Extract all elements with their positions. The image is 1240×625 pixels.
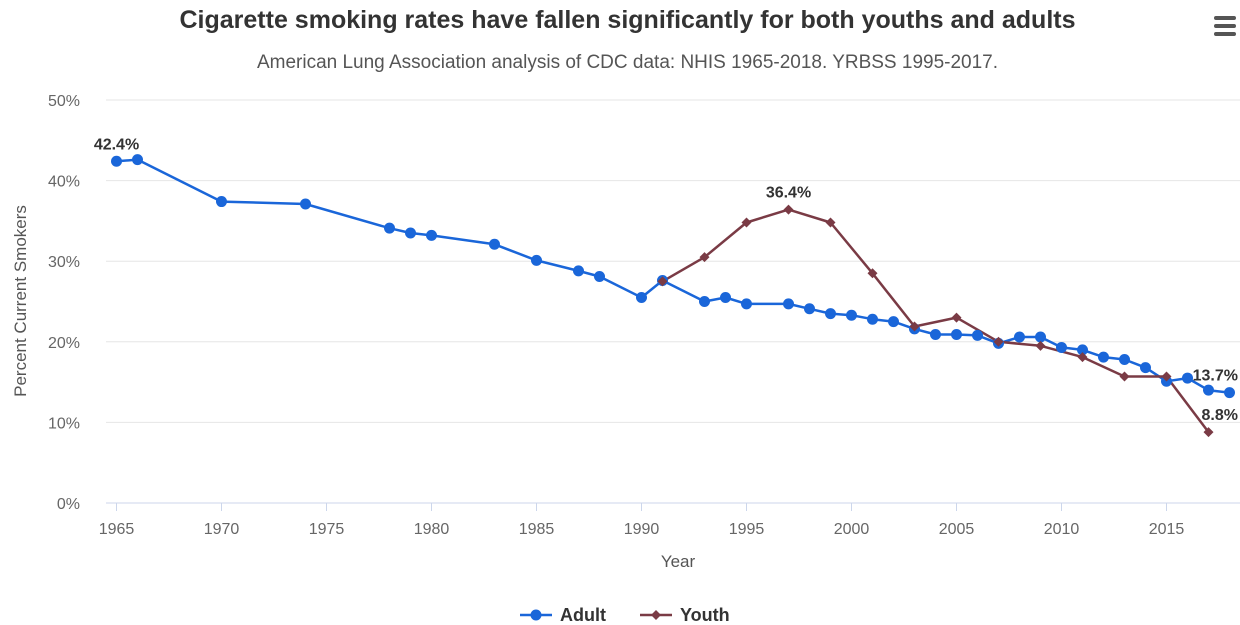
data-point — [426, 229, 437, 241]
data-point — [132, 154, 143, 166]
data-point — [216, 196, 227, 208]
data-point — [783, 204, 794, 215]
legend-marker — [651, 610, 661, 620]
x-tick-label: 1970 — [204, 521, 240, 538]
x-tick-label: 1975 — [309, 521, 345, 538]
data-point — [1077, 344, 1088, 356]
data-point — [1140, 362, 1151, 374]
data-point — [1182, 372, 1193, 384]
data-point — [951, 312, 962, 323]
legend-item-adult: Adult — [560, 605, 606, 625]
data-point — [741, 217, 752, 228]
data-point — [636, 291, 647, 303]
y-tick-label: 10% — [48, 415, 80, 432]
data-point — [1035, 340, 1046, 351]
data-point — [699, 296, 710, 307]
data-point — [867, 313, 878, 325]
data-point — [300, 198, 311, 210]
x-tick-label: 1995 — [729, 521, 765, 538]
data-point — [972, 329, 983, 341]
x-tick-label: 2010 — [1044, 521, 1080, 538]
data-point — [720, 291, 731, 303]
data-point — [741, 298, 752, 310]
data-point — [993, 336, 1004, 347]
gridlines — [106, 99, 1240, 423]
data-point — [930, 329, 941, 341]
data-point — [1077, 352, 1088, 363]
x-tick-label: 2000 — [834, 521, 870, 538]
data-label: 42.4% — [94, 136, 139, 153]
legend-item-youth: Youth — [680, 605, 730, 625]
data-point — [111, 155, 122, 167]
hamburger-icon[interactable] — [1214, 16, 1236, 36]
data-point — [531, 254, 542, 266]
data-point — [594, 271, 605, 283]
data-point — [867, 268, 878, 279]
data-point — [909, 321, 920, 332]
data-point — [1203, 384, 1214, 396]
data-point — [888, 316, 899, 328]
data-label: 8.8% — [1202, 407, 1238, 424]
x-tick-label: 1965 — [99, 521, 135, 538]
y-tick-label: 0% — [57, 496, 80, 513]
x-tick-label: 1990 — [624, 521, 660, 538]
x-tick-label: 1985 — [519, 521, 555, 538]
axes: 0% 10% 20% 30% 40% 50% 1965 1970 1975 1980 1985 199… — [48, 93, 1240, 538]
series-line-youth — [661, 208, 1210, 433]
data-point — [846, 309, 857, 321]
x-tick-label: 2015 — [1149, 521, 1185, 538]
data-point — [1119, 354, 1130, 366]
data-point — [1203, 427, 1214, 438]
data-point — [573, 265, 584, 277]
y-tick-label: 30% — [48, 254, 80, 271]
chart-title: Cigarette smoking rates have fallen sign… — [179, 6, 1076, 34]
data-label: 36.4% — [766, 185, 811, 202]
data-point — [489, 238, 500, 250]
menu-bar — [1214, 32, 1236, 36]
data-point — [1035, 331, 1046, 343]
data-point — [1224, 387, 1235, 399]
data-point — [1098, 351, 1109, 363]
chart-subtitle: American Lung Association analysis of CD… — [256, 52, 999, 73]
data-labels: 42.4% 36.4% 13.7% 8.8% — [94, 136, 1238, 424]
data-point — [951, 329, 962, 341]
x-tick-label: 2005 — [939, 521, 975, 538]
data-point — [783, 298, 794, 310]
data-point — [825, 308, 836, 320]
x-axis-title: Year — [661, 552, 696, 571]
data-point — [1014, 331, 1025, 343]
menu-bar — [1214, 24, 1236, 28]
menu-bar — [1214, 16, 1236, 20]
legend: Adult Youth — [520, 605, 730, 625]
data-point — [657, 276, 668, 287]
y-tick-label: 20% — [48, 335, 80, 352]
legend-marker — [530, 609, 542, 621]
data-point — [804, 303, 815, 315]
data-point — [1161, 371, 1172, 382]
data-point — [384, 222, 395, 234]
data-point — [825, 217, 836, 228]
x-tick-label: 1980 — [414, 521, 450, 538]
data-label: 13.7% — [1193, 368, 1238, 385]
data-point — [1056, 341, 1067, 353]
data-point — [1119, 371, 1130, 382]
data-point — [699, 252, 710, 263]
series-group — [111, 154, 1235, 438]
y-axis-title: Percent Current Smokers — [11, 205, 30, 397]
y-tick-label: 50% — [48, 93, 80, 110]
y-tick-label: 40% — [48, 174, 80, 191]
data-point — [405, 227, 416, 239]
